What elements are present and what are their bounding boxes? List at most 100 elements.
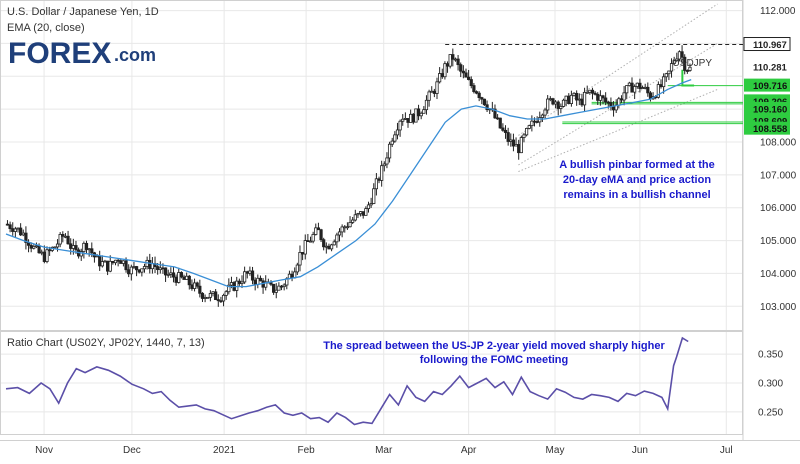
level-box-109.716 [744, 78, 790, 92]
candle-body [161, 267, 165, 270]
price-tick-label: 112.000 [760, 6, 796, 17]
candle-body [619, 98, 624, 101]
candle-body [258, 277, 263, 282]
candle-body [656, 84, 660, 98]
candle-body [332, 241, 336, 246]
ratio-axis-labels: 0.250 0.300 0.350 [758, 350, 783, 419]
ratio-tick-label: 0.300 [758, 379, 783, 390]
candle-body [108, 260, 112, 272]
candle-body [366, 204, 371, 210]
candle-body [29, 244, 33, 249]
candle-body [635, 82, 639, 87]
candle-body [519, 137, 523, 154]
ratio-line [5, 336, 689, 426]
ema-line [5, 78, 692, 288]
candle-body [662, 76, 666, 88]
candle-body [596, 93, 600, 101]
candle-body [301, 252, 305, 255]
symbol-label: USDJPY [673, 58, 713, 69]
candle-body [187, 275, 191, 286]
candle-body [646, 86, 650, 94]
candle-body [680, 51, 684, 58]
candle-body [306, 240, 310, 242]
candle-body [111, 260, 115, 264]
candle-body [295, 264, 299, 273]
time-tick-label: Apr [461, 445, 477, 456]
candle-body [34, 245, 39, 248]
candle-body [303, 240, 307, 255]
candle-body [124, 260, 128, 271]
candle-body [203, 297, 207, 299]
candle-body [237, 280, 241, 284]
candle-body [116, 259, 120, 262]
candle-body [435, 81, 439, 94]
candle-body [113, 259, 118, 264]
ratio-line-group [5, 336, 689, 426]
candle-body [11, 228, 15, 232]
logo-brand: FOREX [8, 37, 111, 70]
candle-body [311, 234, 315, 242]
candle-body [498, 117, 502, 129]
candle-body [121, 260, 126, 264]
candle-body [185, 275, 189, 280]
candle-body [672, 60, 676, 64]
candle-body [374, 178, 378, 190]
candle-body [348, 222, 352, 228]
candle-body [575, 92, 579, 101]
candle-body [132, 266, 136, 268]
level-box-109.160 [744, 101, 790, 115]
candle-body [158, 267, 162, 271]
candle-body [445, 63, 450, 67]
channel-line [518, 88, 718, 173]
candle-body [467, 76, 471, 80]
candle-body [219, 300, 223, 303]
candle-body [245, 271, 249, 274]
candle-body [269, 282, 273, 285]
candle-body [432, 90, 436, 94]
candle-body [590, 89, 595, 94]
candle-body [422, 109, 426, 114]
candle-body [142, 266, 147, 270]
candle-body [564, 95, 568, 101]
candle-body [340, 226, 344, 233]
candle-body [482, 98, 487, 106]
candle-body [464, 72, 468, 78]
indicator-label: EMA (20, close) [7, 22, 85, 34]
candle-body [279, 285, 284, 288]
price-annotation: A bullish pinbar formed at the 20-day eM… [559, 159, 714, 201]
candle-body [37, 245, 41, 254]
candle-body [556, 101, 560, 109]
time-tick-label: Jul [720, 445, 733, 456]
price-tick-label: 108.000 [760, 138, 797, 149]
candle-body [527, 125, 531, 129]
candle-body [343, 226, 347, 229]
level-box-108.558 [744, 121, 790, 135]
candle-body [540, 114, 545, 118]
candle-body [361, 211, 365, 216]
candle-body [546, 98, 550, 111]
candle-body [353, 214, 357, 221]
candle-body [19, 227, 23, 236]
candle-body [316, 227, 321, 231]
ratio-panel-title: Ratio Chart (US02Y, JP02Y, 1440, 7, 13) [7, 337, 205, 349]
candle-body [538, 117, 542, 123]
candle-body [358, 211, 363, 215]
candle-body [496, 117, 500, 120]
candle-body [638, 82, 642, 89]
time-tick-label: 2021 [213, 445, 236, 456]
time-tick-label: May [546, 445, 565, 456]
price-panel-frame [0, 0, 743, 331]
candle-body [548, 98, 552, 101]
candle-body [206, 296, 210, 299]
candle-body [683, 56, 687, 71]
level-box-110.967 [743, 37, 791, 52]
candle-body [372, 188, 376, 204]
candle-body [319, 229, 323, 241]
candle-body [567, 95, 571, 104]
time-tick-label: Feb [298, 445, 316, 456]
candle-body [406, 118, 410, 123]
candle-body [459, 64, 463, 72]
candle-body [182, 276, 186, 280]
candle-body [419, 112, 423, 117]
